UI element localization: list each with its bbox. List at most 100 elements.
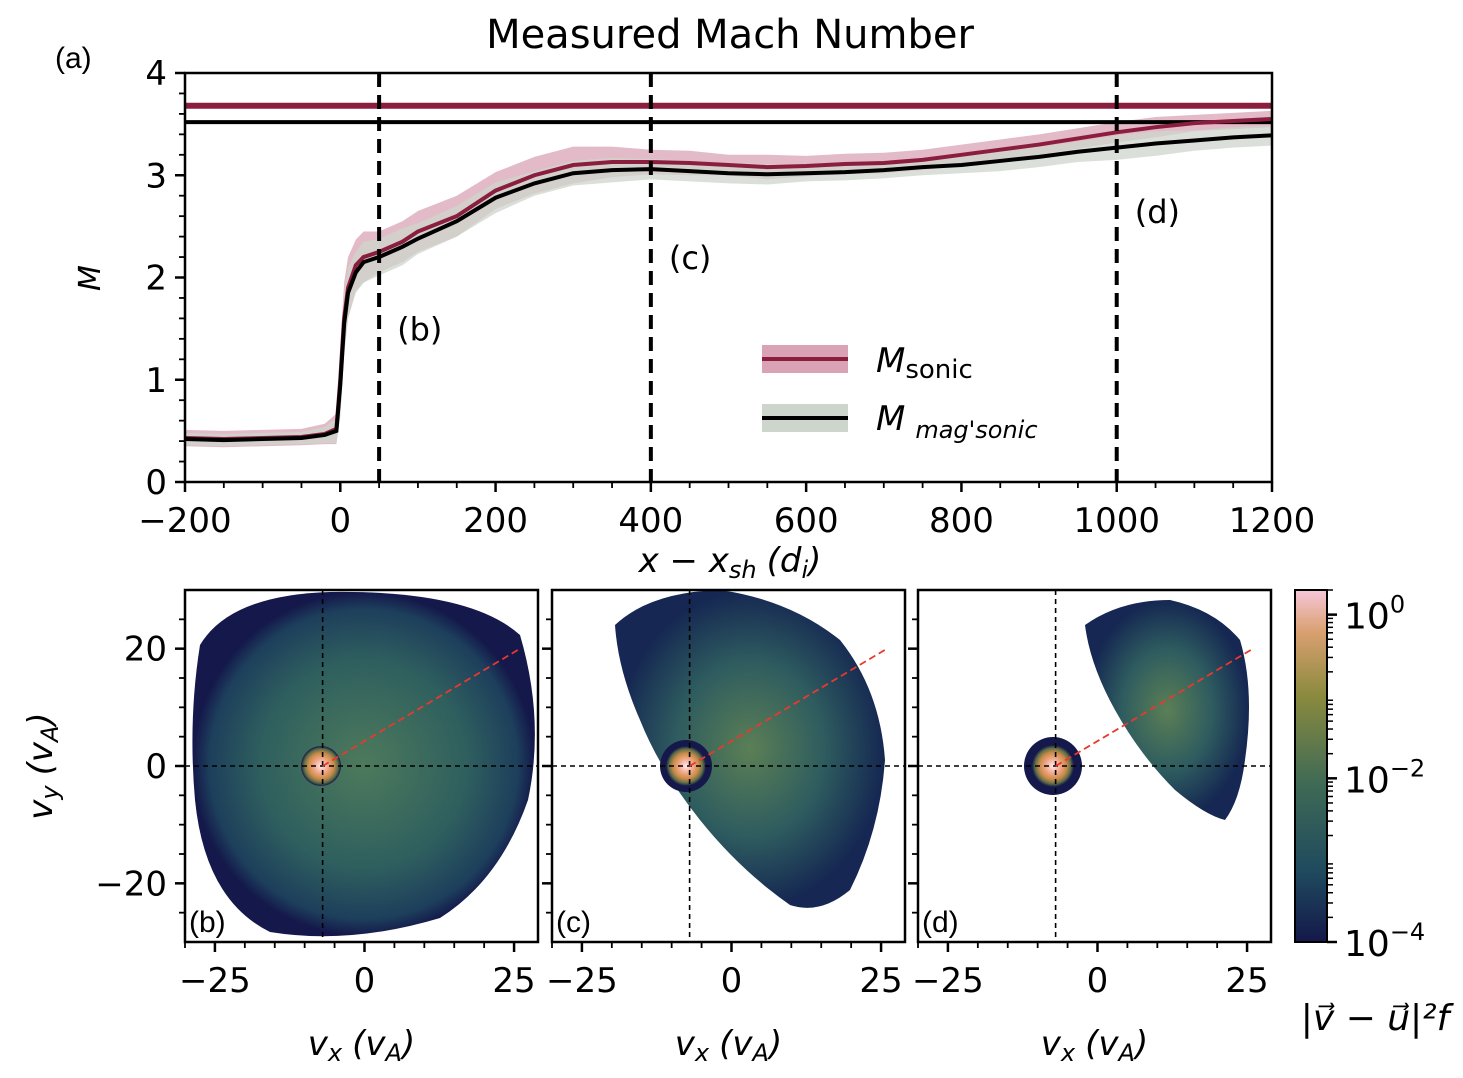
xtick-label--200: −200: [138, 501, 231, 541]
vx-axis-label-d: vx (vA): [1041, 1024, 1148, 1067]
beam-direction-line-b: [322, 647, 521, 767]
x-axis-label-main: x − x: [638, 541, 730, 581]
cb-tick-base-1: 10: [1344, 760, 1390, 801]
velocity-distribution-c: [615, 590, 885, 908]
xtick-label-c-0: 0: [721, 961, 743, 1001]
xtick-label-0: 0: [329, 501, 351, 541]
xtick-label-b-0: 0: [354, 961, 376, 1001]
velocity-distribution-d: [1024, 600, 1249, 820]
vx-axis-label-part-d-2: (v: [1085, 1024, 1119, 1064]
vx-axis-label-part-b-3: A: [384, 1039, 402, 1067]
y-axis-label: M: [73, 265, 108, 291]
legend-sonic-sub: sonic: [905, 355, 972, 385]
ytick-label-4: 4: [145, 54, 167, 94]
cb-tick-base-0: 10: [1344, 924, 1390, 965]
distribution-c-cloud: [615, 590, 885, 908]
vx-axis-label-part-c-4: ): [766, 1024, 782, 1064]
x-axis-label-sub: sh: [729, 556, 757, 584]
x-axis-unit: (d: [767, 541, 802, 581]
xtick-label-d-25: 25: [1225, 961, 1268, 1001]
xtick-label-1200: 1200: [1229, 501, 1316, 541]
cb-tick-exp-2: 0: [1390, 591, 1405, 619]
legend-sonic-label: Msonic: [876, 341, 973, 385]
ytick-label-3: 3: [145, 156, 167, 196]
x-axis-label: x − xsh (di): [638, 541, 822, 584]
ytick-label-0: 0: [145, 463, 167, 503]
panel-label-a: (a): [55, 42, 92, 75]
vy-axis-label: vy (vA): [21, 712, 64, 819]
vx-axis-label-part-d-4: ): [1132, 1024, 1148, 1064]
cb-tick-exp-1: −2: [1390, 754, 1425, 782]
curve-M_magsonic: [184, 133, 1273, 443]
legend-magsonic-main: M: [876, 399, 905, 439]
x-axis-unit-close: ): [805, 541, 821, 581]
xtick-label-d--25: −25: [912, 961, 984, 1001]
x-axis-unit-sub: i: [802, 556, 809, 584]
marker-label-400: (c): [669, 239, 712, 277]
beam-direction-line-d: [1055, 647, 1254, 767]
cb-tick-label-0: 10−4: [1344, 918, 1425, 965]
vx-axis-label-part-d-0: v: [1041, 1024, 1062, 1064]
xtick-label-d-0: 0: [1087, 961, 1109, 1001]
vx-axis-label-part-b-2: (v: [352, 1024, 386, 1064]
vx-axis-label-part-c-1: x: [694, 1039, 710, 1067]
xtick-label-c-25: 25: [859, 961, 902, 1001]
marker-label-50: (b): [397, 311, 442, 349]
mach-number-plot: Measured Mach Number (a) (b)(c)(d) −200 0…: [55, 12, 1315, 584]
vy-label-unit-sub: A: [36, 726, 64, 744]
xtick-label-b--25: −25: [179, 961, 251, 1001]
cb-tick-label-1: 10−2: [1344, 754, 1425, 801]
vx-axis-label-part-d-3: A: [1117, 1039, 1135, 1067]
panel-label-b: (b): [189, 906, 226, 939]
vy-label-close: ): [21, 712, 61, 728]
marker-label-1000: (d): [1135, 193, 1180, 231]
xtick-label-200: 200: [463, 501, 528, 541]
panel-label-d: (d): [922, 906, 959, 939]
ytick-label-2: 2: [145, 259, 167, 299]
distribution-d-cloud: [1085, 600, 1249, 820]
vx-axis-label-part-c-3: A: [751, 1039, 769, 1067]
vx-axis-label-part-d-1: x: [1060, 1039, 1076, 1067]
colorbar-gradient: [1294, 589, 1328, 943]
distribution-c-image: [615, 590, 885, 908]
vx-axis-label-part-c-0: v: [675, 1024, 696, 1064]
legend-magsonic-sub: mag'sonic: [915, 416, 1037, 444]
ytick-label-1: 1: [145, 361, 167, 401]
vx-axis-label-part-b-1: x: [327, 1039, 343, 1067]
ytick-label-b-0: 0: [145, 747, 167, 787]
vertical-markers: (b) (c) (d): [377, 73, 1180, 482]
mach-curves: [184, 117, 1273, 443]
uncertainty-bands: [185, 110, 1272, 448]
xtick-label-c--25: −25: [546, 961, 618, 1001]
xtick-label-400: 400: [618, 501, 683, 541]
xtick-label-b-25: 25: [492, 961, 535, 1001]
distribution-c-beam: [666, 746, 706, 786]
panel-label-c: (c): [556, 906, 591, 939]
cb-tick-base-2: 10: [1344, 597, 1390, 638]
vy-label-main: v: [21, 799, 61, 820]
vx-axis-label-c: vx (vA): [675, 1024, 782, 1067]
cb-tick-label-2: 100: [1344, 591, 1405, 638]
plot-title: Measured Mach Number: [486, 12, 974, 58]
beam-direction-line-c: [689, 647, 888, 767]
ytick-label-b--20: −20: [95, 864, 167, 904]
legend-sonic-main: M: [876, 341, 905, 381]
xtick-label-600: 600: [774, 501, 839, 541]
velocity-distribution-b: [192, 591, 535, 937]
vx-axis-label-part-b-4: ): [399, 1024, 415, 1064]
vy-label-unit: (v: [21, 741, 61, 775]
vx-axis-label-part-c-2: (v: [719, 1024, 753, 1064]
xtick-label-800: 800: [929, 501, 994, 541]
distribution-d-image: [1024, 600, 1249, 820]
vx-axis-label-b: vx (vA): [308, 1024, 415, 1067]
vx-axis-label-part-b-0: v: [308, 1024, 329, 1064]
colorbar-label: |v⃗ − u⃗|²f: [1301, 998, 1455, 1039]
xtick-label-1000: 1000: [1073, 501, 1160, 541]
